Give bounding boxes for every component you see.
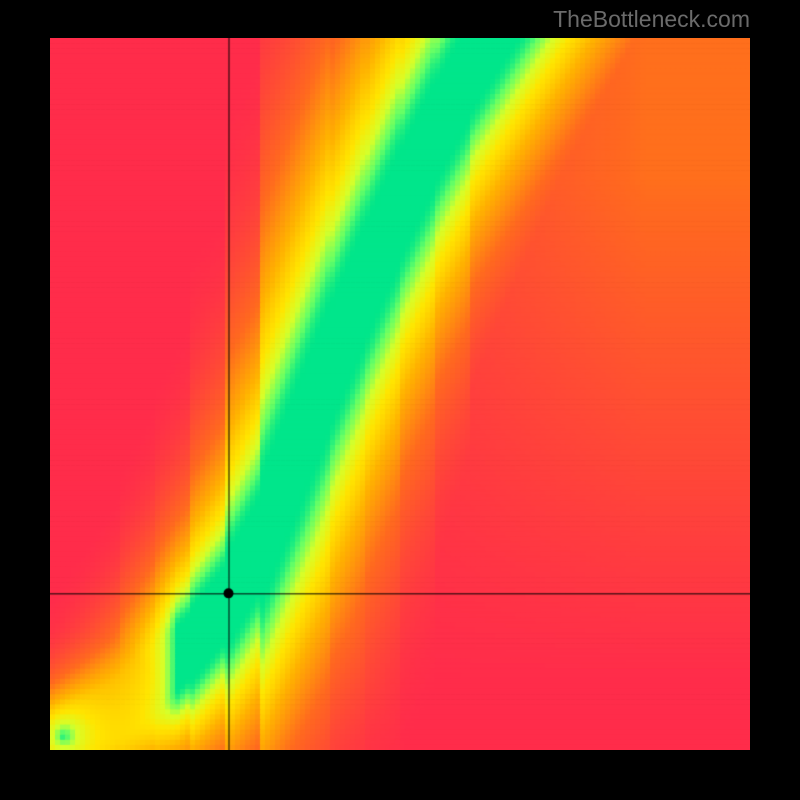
bottleneck-heatmap [50,38,750,750]
chart-container: TheBottleneck.com [0,0,800,800]
watermark-text: TheBottleneck.com [553,6,750,33]
